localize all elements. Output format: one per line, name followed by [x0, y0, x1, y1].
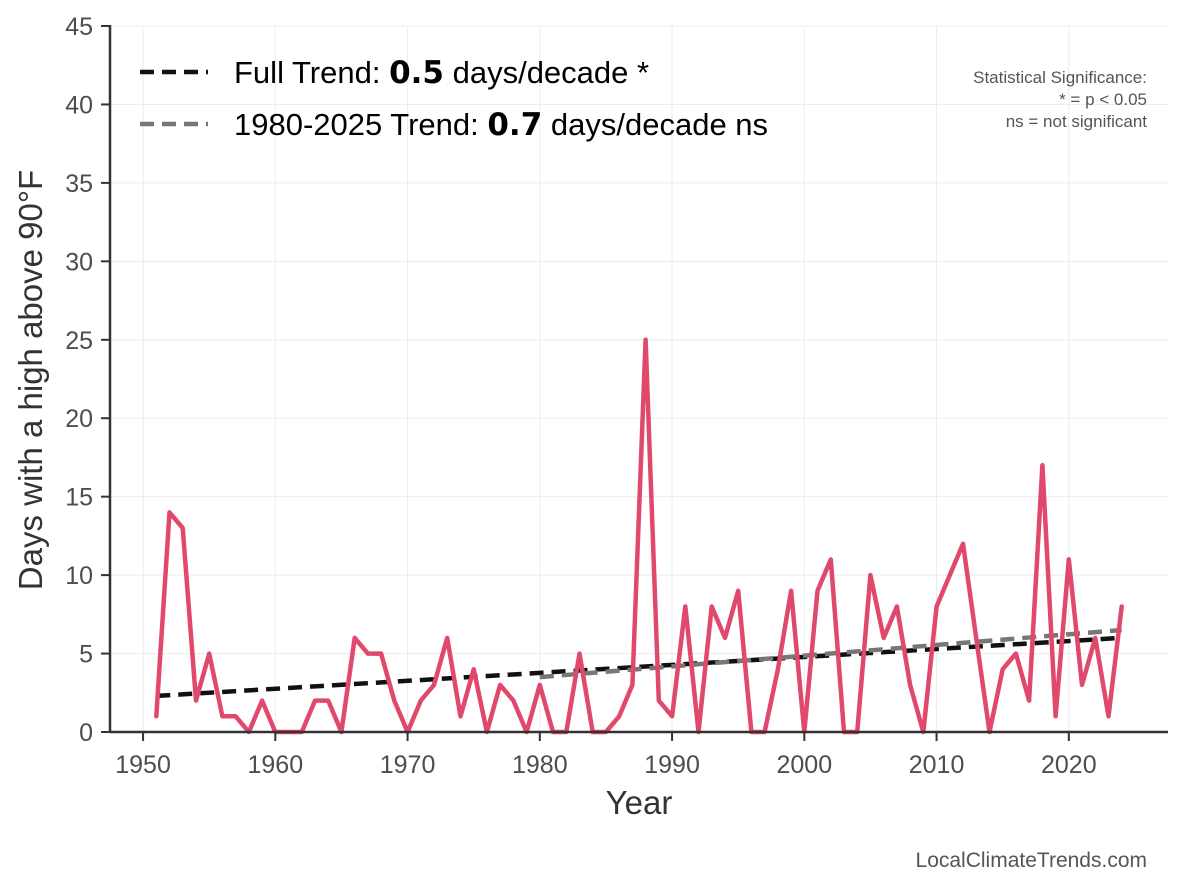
legend-suffix-full-trend: days/decade *	[444, 55, 649, 90]
x-tick-label: 1980	[512, 751, 568, 779]
y-tick-label: 25	[65, 327, 93, 355]
x-tick-label: 2020	[1041, 751, 1097, 779]
legend: Full Trend: 0.5 days/decade * 1980-2025 …	[140, 55, 768, 143]
grid	[110, 25, 1168, 733]
x-tick-label: 1970	[380, 751, 436, 779]
y-tick-label: 15	[65, 484, 93, 512]
y-tick-label: 45	[65, 13, 93, 41]
x-tick-label: 2010	[909, 751, 965, 779]
y-tick-label: 0	[79, 719, 93, 747]
significance-note-ns: ns = not significant	[1006, 112, 1148, 131]
x-tick-label: 1950	[115, 751, 171, 779]
legend-suffix-1980-trend: days/decade ns	[542, 107, 768, 142]
axes	[108, 25, 1168, 734]
recent-trend-line	[539, 627, 1122, 680]
significance-note: Statistical Significance: * = p < 0.05 n…	[973, 68, 1147, 131]
trend-lines	[156, 627, 1122, 699]
legend-prefix-1980-trend: 1980-2025 Trend:	[234, 107, 487, 142]
x-tick-label: 1960	[248, 751, 304, 779]
significance-note-title: Statistical Significance:	[973, 68, 1147, 87]
y-tick-label: 5	[79, 641, 93, 669]
y-tick-label: 20	[65, 405, 93, 433]
y-tick-label: 10	[65, 562, 93, 590]
y-axis-ticks: 0 5 10 15 20 25 30 35 40 45	[65, 13, 110, 747]
x-tick-label: 1990	[644, 751, 700, 779]
y-axis-title: Days with a high above 90°F	[12, 170, 49, 590]
legend-label-full-trend: Full Trend: 0.5 days/decade *	[234, 55, 649, 91]
legend-prefix-full-trend: Full Trend:	[234, 55, 389, 90]
x-axis-ticks: 1950 1960 1970 1980 1990 2000 2010 2020	[115, 732, 1097, 779]
legend-value-1980-trend: 0.7	[487, 107, 542, 143]
significance-note-p: * = p < 0.05	[1059, 90, 1147, 109]
x-tick-label: 2000	[777, 751, 833, 779]
data-series	[154, 337, 1124, 735]
full-trend-line	[156, 635, 1122, 699]
y-tick-label: 40	[65, 91, 93, 119]
y-tick-label: 30	[65, 248, 93, 276]
y-tick-label: 35	[65, 170, 93, 198]
x-axis-title: Year	[606, 784, 673, 821]
legend-value-full-trend: 0.5	[389, 55, 444, 91]
credit-text: LocalClimateTrends.com	[916, 849, 1147, 872]
series-line	[154, 337, 1124, 735]
legend-label-1980-trend: 1980-2025 Trend: 0.7 days/decade ns	[234, 107, 768, 143]
